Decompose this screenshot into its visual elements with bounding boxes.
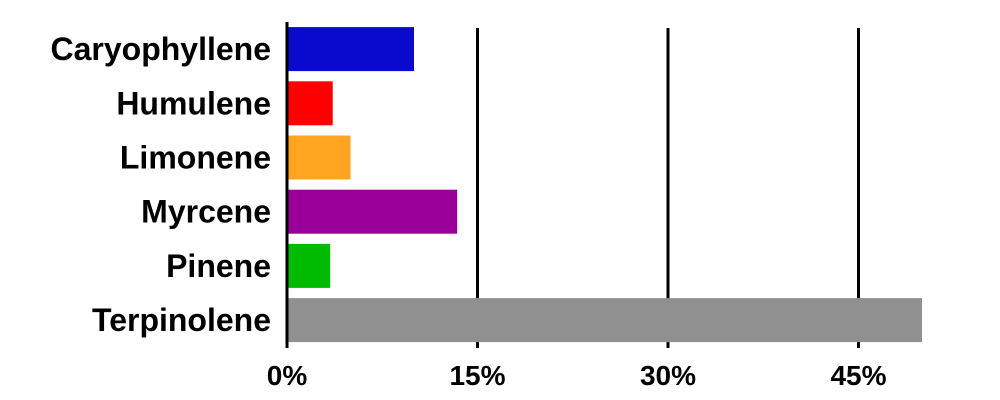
- tick-labels: 0% 15% 30% 45%: [267, 360, 887, 391]
- bars: [287, 27, 922, 343]
- x-tick-label-30: 30%: [640, 360, 696, 391]
- x-tick-label-15: 15%: [449, 360, 505, 391]
- bar-limonene: [287, 135, 351, 180]
- category-labels: Caryophyllene Humulene Limonene Myrcene Pine…: [50, 31, 271, 338]
- bar-pinene: [287, 243, 331, 288]
- bar-terpinolene: [287, 298, 922, 343]
- bar-caryophyllene: [287, 27, 414, 72]
- category-label-humulene: Humulene: [116, 85, 271, 121]
- category-label-limonene: Limonene: [120, 140, 271, 176]
- x-tick-label-0: 0%: [267, 360, 308, 391]
- bar-myrcene: [287, 189, 458, 234]
- category-label-myrcene: Myrcene: [141, 194, 271, 230]
- category-label-terpinolene: Terpinolene: [92, 302, 271, 338]
- bar-humulene: [287, 81, 333, 126]
- gridlines: [476, 28, 860, 348]
- category-label-caryophyllene: Caryophyllene: [50, 31, 271, 67]
- category-label-pinene: Pinene: [166, 248, 271, 284]
- x-tick-label-45: 45%: [830, 360, 886, 391]
